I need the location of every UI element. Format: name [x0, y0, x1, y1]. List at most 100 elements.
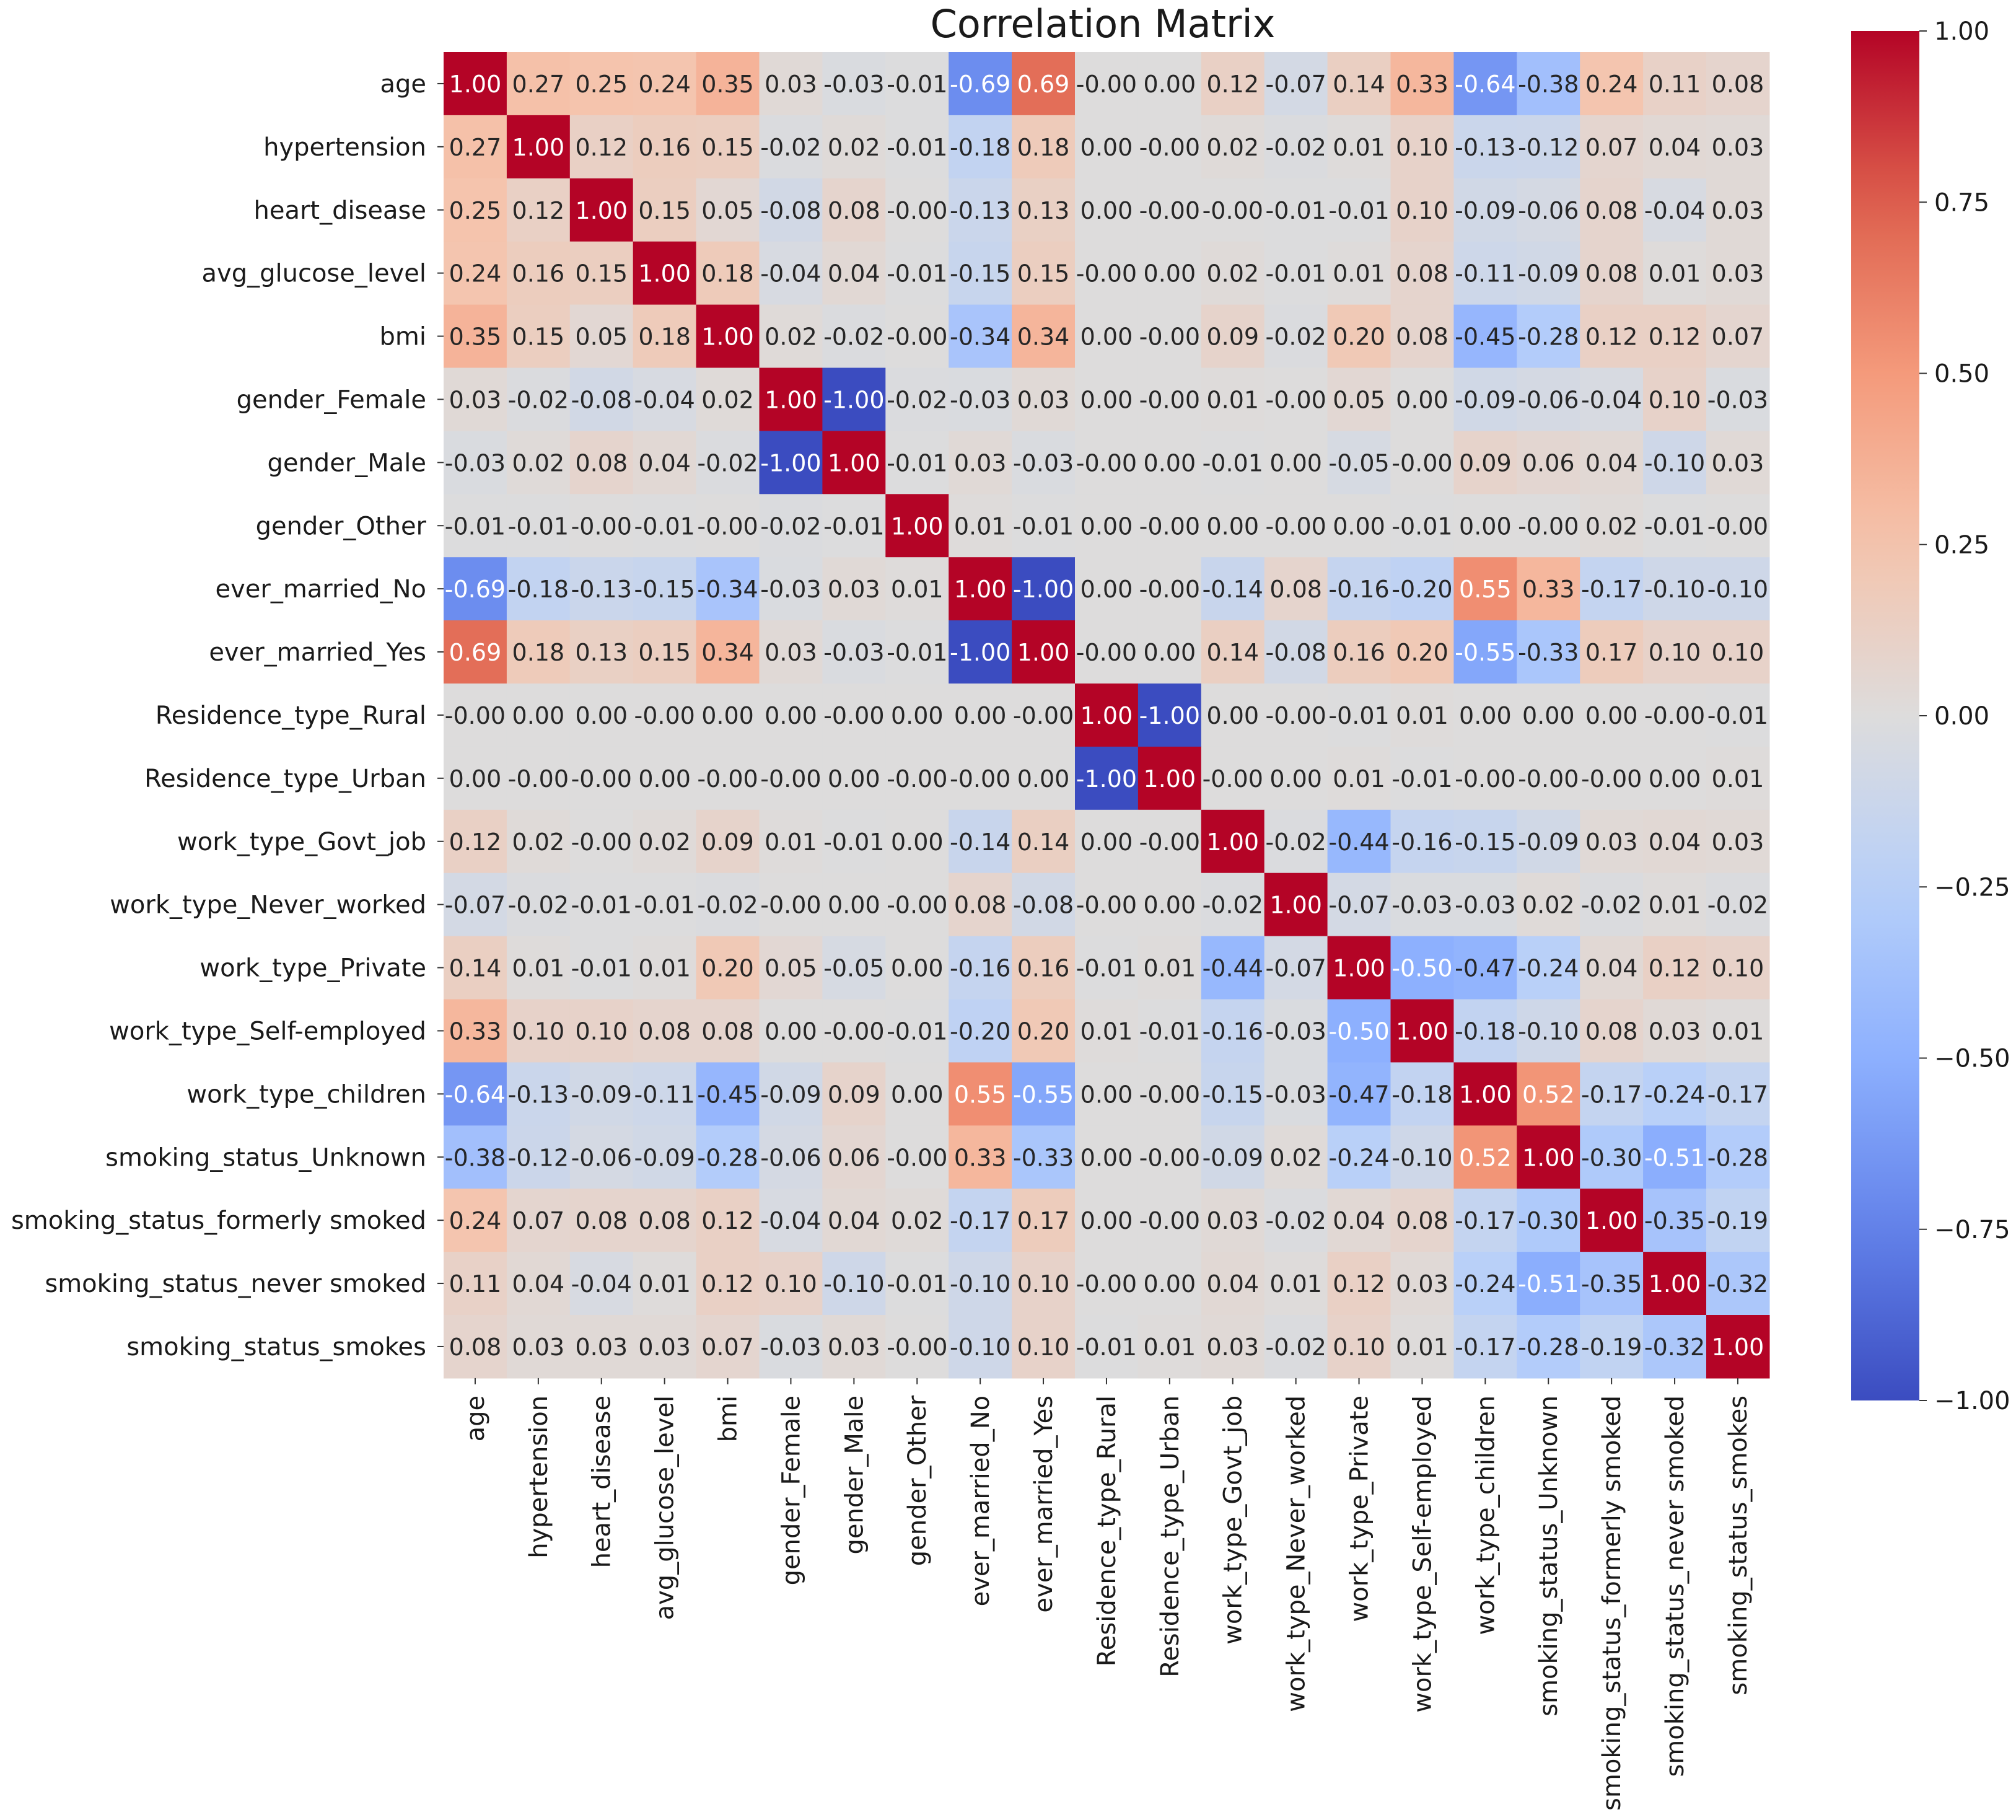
heatmap-cell-value-12-8: -0.14 — [950, 829, 1010, 856]
heatmap-cell-value-8-14: -0.16 — [1328, 576, 1389, 603]
heatmap-cell-value-5-2: -0.08 — [571, 386, 632, 413]
heatmap-cell-14-15 — [1390, 936, 1454, 1000]
heatmap-cell-value-5-18: -0.04 — [1581, 386, 1642, 413]
heatmap-cell-value-16-17: 0.52 — [1522, 1081, 1575, 1108]
heatmap-cell-2-16 — [1453, 178, 1517, 242]
heatmap-cell-16-11 — [1137, 1062, 1202, 1126]
heatmap-cell-value-2-3: 0.15 — [638, 197, 691, 224]
heatmap-cell-12-9 — [1012, 809, 1076, 874]
heatmap-cell-12-13 — [1264, 809, 1328, 874]
heatmap-cell-6-3 — [633, 431, 697, 495]
heatmap-cell-7-16 — [1453, 494, 1517, 558]
heatmap-cell-9-19 — [1643, 620, 1707, 684]
heatmap-cell-8-10 — [1075, 557, 1139, 621]
heatmap-cell-13-8 — [949, 873, 1012, 937]
heatmap-cell-11-15 — [1390, 746, 1454, 811]
heatmap-cell-3-8 — [949, 241, 1012, 306]
heatmap-cell-value-3-9: 0.15 — [1017, 260, 1070, 288]
heatmap-cell-13-10 — [1075, 873, 1139, 937]
heatmap-cell-1-19 — [1643, 115, 1707, 179]
heatmap-cell-value-4-11: -0.00 — [1139, 323, 1200, 351]
y-tick-label-15: work_type_Self-employed — [109, 1017, 426, 1045]
heatmap-cell-11-10 — [1075, 746, 1139, 811]
heatmap-cell-value-13-13: 1.00 — [1269, 892, 1322, 919]
heatmap-cell-17-13 — [1264, 1125, 1328, 1189]
heatmap-cell-14-11 — [1137, 936, 1202, 1000]
heatmap-cell-value-11-2: -0.00 — [571, 765, 632, 793]
heatmap-cell-value-14-19: 0.12 — [1649, 955, 1701, 982]
heatmap-cell-14-20 — [1706, 936, 1770, 1000]
y-tick-label-11: Residence_type_Urban — [144, 765, 426, 793]
colorbar-tick-label-7: −0.75 — [1934, 1216, 2010, 1244]
heatmap-cell-value-8-0: -0.69 — [445, 576, 506, 603]
heatmap-cell-1-1 — [506, 115, 571, 179]
heatmap-cell-15-11 — [1137, 999, 1202, 1063]
heatmap-cell-1-4 — [696, 115, 760, 179]
heatmap-cell-5-5 — [759, 367, 823, 431]
heatmap-cell-value-3-13: -0.01 — [1265, 260, 1326, 288]
heatmap-cell-3-16 — [1453, 241, 1517, 306]
heatmap-cell-value-16-20: -0.17 — [1707, 1081, 1768, 1108]
heatmap-cell-13-14 — [1327, 873, 1391, 937]
x-tick-label-11: Residence_type_Urban — [1156, 1396, 1185, 1677]
heatmap-cell-value-5-7: -0.02 — [887, 386, 947, 413]
heatmap-cell-value-16-2: -0.09 — [571, 1081, 632, 1108]
heatmap-cell-1-15 — [1390, 115, 1454, 179]
heatmap-cell-4-2 — [569, 304, 634, 369]
heatmap-cell-19-14 — [1327, 1252, 1391, 1316]
heatmap-cell-5-19 — [1643, 367, 1707, 431]
heatmap-cell-20-16 — [1453, 1315, 1517, 1379]
heatmap-cell-value-12-4: 0.09 — [701, 829, 754, 856]
heatmap-cell-value-17-8: 0.33 — [954, 1144, 1007, 1171]
heatmap-cell-15-17 — [1517, 999, 1580, 1063]
heatmap-cell-7-2 — [569, 494, 634, 558]
y-tick-label-4: bmi — [380, 323, 426, 351]
heatmap-cell-13-17 — [1517, 873, 1580, 937]
heatmap-cell-value-12-7: 0.00 — [891, 829, 944, 856]
heatmap-cell-18-17 — [1517, 1189, 1580, 1252]
heatmap-cell-6-5 — [759, 431, 823, 495]
heatmap-cell-value-8-9: -1.00 — [1013, 576, 1074, 603]
heatmap-cell-value-8-12: -0.14 — [1203, 576, 1263, 603]
heatmap-cell-2-12 — [1201, 178, 1265, 242]
heatmap-cell-value-17-10: 0.00 — [1080, 1144, 1133, 1171]
heatmap-cell-value-9-10: -0.00 — [1076, 639, 1137, 666]
heatmap-cell-20-20 — [1706, 1315, 1770, 1379]
heatmap-cell-12-14 — [1327, 809, 1391, 874]
heatmap-cell-5-20 — [1706, 367, 1770, 431]
heatmap-cell-value-6-19: -0.10 — [1644, 449, 1705, 477]
heatmap-cell-7-15 — [1390, 494, 1454, 558]
heatmap-cell-5-13 — [1264, 367, 1328, 431]
heatmap-cell-17-11 — [1137, 1125, 1202, 1189]
heatmap-cell-4-20 — [1706, 304, 1770, 369]
heatmap-cell-value-15-16: -0.18 — [1455, 1018, 1515, 1045]
heatmap-cell-value-9-5: 0.03 — [765, 639, 817, 666]
heatmap-cell-value-11-16: -0.00 — [1455, 765, 1515, 793]
heatmap-cell-value-18-19: -0.35 — [1644, 1207, 1705, 1234]
heatmap-cell-12-7 — [885, 809, 949, 874]
heatmap-cell-10-7 — [885, 684, 949, 747]
heatmap-cell-1-17 — [1517, 115, 1580, 179]
heatmap-cell-15-10 — [1075, 999, 1139, 1063]
heatmap-cell-value-3-1: 0.16 — [512, 260, 565, 288]
heatmap-cell-value-19-13: 0.01 — [1269, 1270, 1322, 1298]
heatmap-cell-1-11 — [1137, 115, 1202, 179]
heatmap-cell-value-8-16: 0.55 — [1459, 576, 1512, 603]
heatmap-cell-value-20-17: -0.28 — [1518, 1334, 1579, 1361]
heatmap-cell-17-6 — [822, 1125, 886, 1189]
heatmap-cell-value-15-3: 0.08 — [638, 1018, 691, 1045]
heatmap-cell-5-9 — [1012, 367, 1076, 431]
heatmap-cell-value-18-10: 0.00 — [1080, 1207, 1133, 1234]
heatmap-cell-13-16 — [1453, 873, 1517, 937]
heatmap-cell-5-17 — [1517, 367, 1580, 431]
heatmap-cell-value-8-2: -0.13 — [571, 576, 632, 603]
heatmap-cell-7-3 — [633, 494, 697, 558]
heatmap-cell-12-11 — [1137, 809, 1202, 874]
heatmap-cell-0-17 — [1517, 52, 1580, 116]
heatmap-cell-19-15 — [1390, 1252, 1454, 1316]
heatmap-cell-value-5-3: -0.04 — [634, 386, 695, 413]
heatmap-cell-value-5-0: 0.03 — [449, 386, 502, 413]
heatmap-cell-18-2 — [569, 1189, 634, 1252]
heatmap-cell-18-19 — [1643, 1189, 1707, 1252]
heatmap-cell-value-10-13: -0.00 — [1265, 702, 1326, 729]
